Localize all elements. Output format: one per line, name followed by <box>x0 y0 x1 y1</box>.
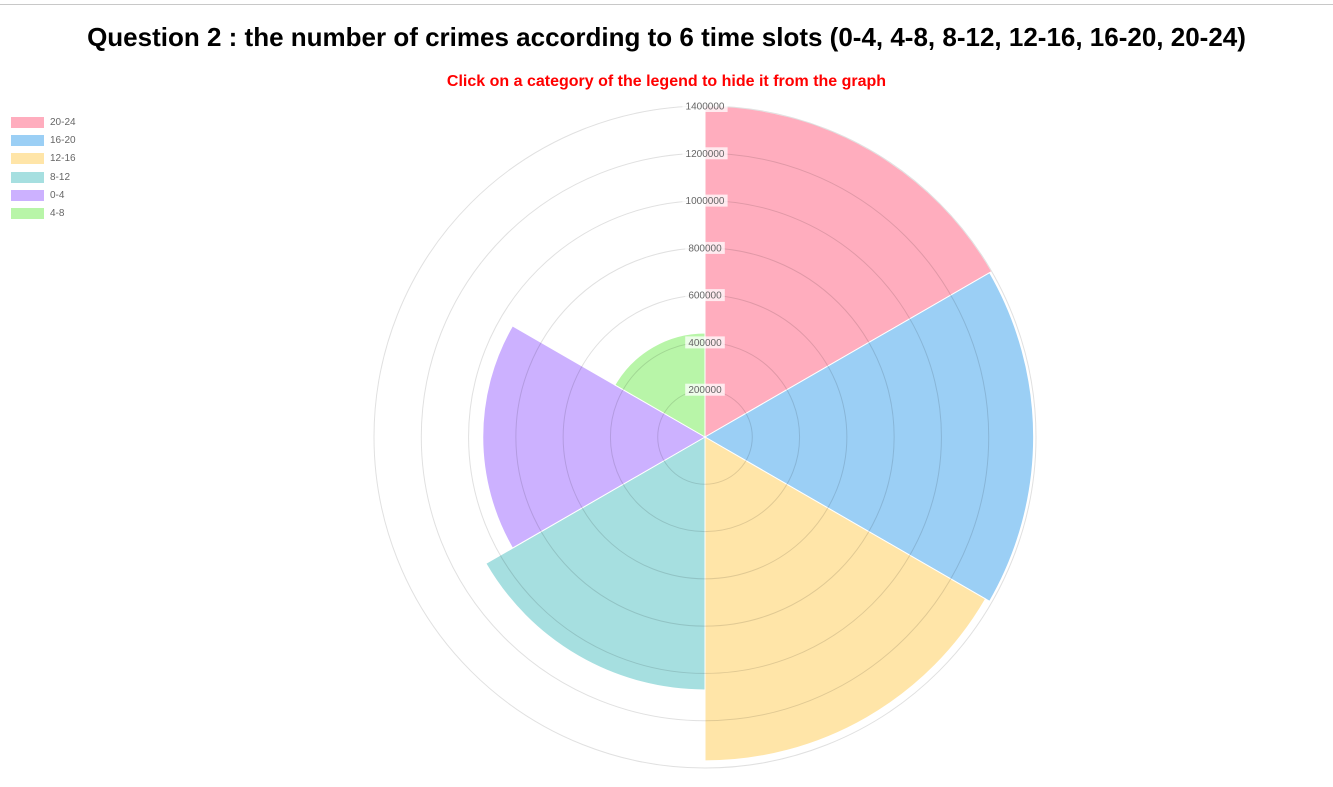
tick-label: 1200000 <box>686 149 725 160</box>
tick-label: 1400000 <box>686 102 725 113</box>
legend-label: 16-20 <box>50 134 76 146</box>
legend-label: 4-8 <box>50 208 65 220</box>
legend-item-16-20[interactable]: 16-20 <box>11 131 76 149</box>
tick-label: 400000 <box>688 338 722 349</box>
tick-label-backdrop <box>685 383 725 396</box>
slice-8-12 <box>485 436 706 691</box>
tick-label: 800000 <box>688 243 722 254</box>
legend-swatch <box>11 189 44 201</box>
legend-label: 8-12 <box>50 171 71 183</box>
tick-label-backdrop <box>682 147 728 160</box>
chart-ticks: 200000 400000 600000 800000 1000000 1200000 14… <box>682 100 728 396</box>
legend-label: 12-16 <box>50 153 76 165</box>
top-border <box>0 0 1333 5</box>
tick-label: 1000000 <box>686 196 725 207</box>
slice-12-16 <box>704 436 987 762</box>
slice-4-8 <box>614 332 706 438</box>
tick-label-backdrop <box>682 194 728 207</box>
legend-swatch <box>11 208 44 220</box>
legend-label: 20-24 <box>50 116 76 128</box>
tick-label-backdrop <box>685 336 725 349</box>
legend-item-8-12[interactable]: 8-12 <box>11 168 76 186</box>
page-title: Question 2 : the number of crimes accord… <box>87 22 1246 52</box>
legend-item-0-4[interactable]: 0-4 <box>11 186 76 204</box>
legend-instruction: Click on a category of the legend to hid… <box>446 73 887 90</box>
tick-label: 600000 <box>688 291 722 302</box>
chart-slices <box>482 105 1035 762</box>
legend-swatch <box>11 116 44 128</box>
legend-item-20-24[interactable]: 20-24 <box>11 113 76 131</box>
slice-0-4 <box>482 325 707 549</box>
legend-label: 0-4 <box>50 189 65 201</box>
legend-swatch <box>11 171 44 183</box>
slice-20-24 <box>704 105 993 438</box>
slice-16-20 <box>704 271 1035 603</box>
legend-item-12-16[interactable]: 12-16 <box>11 150 76 168</box>
legend-item-4-8[interactable]: 4-8 <box>11 204 76 222</box>
legend-swatch <box>11 134 44 146</box>
chart-legend: 20-24 16-20 12-16 8-12 0-4 4-8 <box>11 113 76 223</box>
legend-swatch <box>11 153 44 165</box>
tick-label: 200000 <box>688 385 722 396</box>
tick-label-backdrop <box>682 100 728 112</box>
tick-label-backdrop <box>685 241 725 254</box>
tick-label-backdrop <box>685 289 725 302</box>
